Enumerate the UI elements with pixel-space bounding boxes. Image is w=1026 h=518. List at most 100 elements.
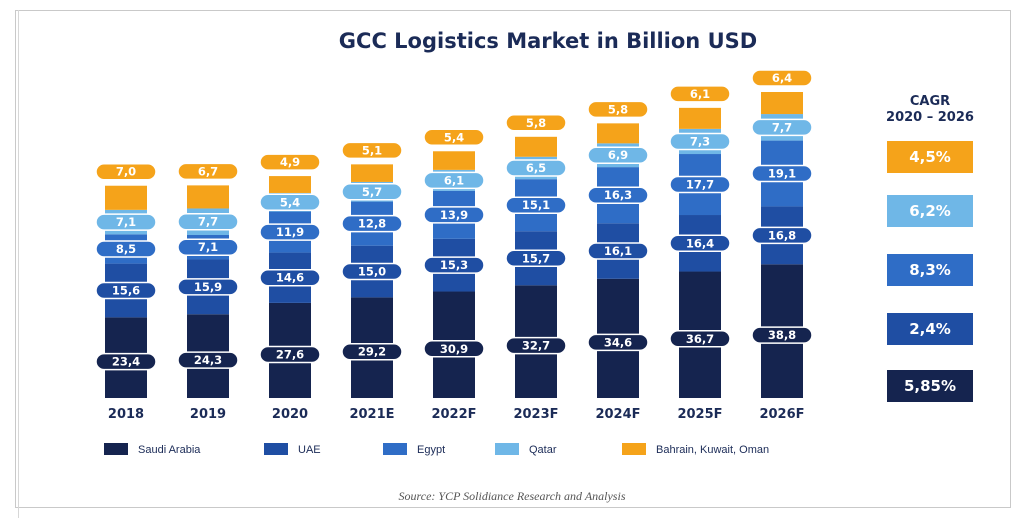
cagr-value: 8,3% (909, 261, 951, 279)
value-pill (505, 159, 567, 177)
value-pill (95, 162, 157, 181)
data-label: 6,9 (608, 148, 628, 162)
legend-swatch (495, 443, 519, 455)
value-pill (751, 118, 813, 137)
cagr-value: 4,5% (909, 148, 951, 166)
x-tick-label: 2025F (677, 407, 722, 422)
value-pill (259, 223, 321, 241)
data-label: 6,7 (198, 164, 218, 178)
x-tick-label: 2018 (108, 407, 144, 422)
value-pill (259, 268, 321, 287)
value-pill (177, 351, 239, 369)
value-pill (669, 132, 731, 151)
cagr-title: CAGR (910, 94, 950, 109)
chart-title: GCC Logistics Market in Billion USD (339, 29, 757, 53)
data-label: 29,2 (358, 345, 386, 359)
value-pill (95, 213, 157, 231)
data-label: 12,8 (358, 217, 386, 231)
data-label: 23,4 (112, 355, 140, 369)
data-label: 6,4 (772, 71, 792, 85)
value-pill (341, 262, 403, 281)
data-label: 6,1 (690, 87, 710, 101)
value-pill (259, 345, 321, 364)
data-label: 7,0 (116, 165, 136, 179)
data-label: 15,7 (522, 251, 550, 265)
data-label: 6,1 (444, 173, 464, 187)
value-pill (423, 128, 485, 147)
value-pill (341, 141, 403, 160)
data-label: 16,8 (768, 228, 796, 242)
legend: Saudi Arabia UAE Egypt Qatar Bahrain, Kuwait… (104, 443, 769, 456)
data-label: 15,0 (358, 265, 386, 279)
value-pill (587, 146, 649, 164)
data-label: 15,3 (440, 258, 468, 272)
data-label: 38,8 (768, 328, 796, 342)
data-label: 5,4 (280, 195, 300, 209)
value-pill (669, 85, 731, 103)
value-pill (669, 330, 731, 348)
legend-label: Egypt (417, 444, 445, 456)
x-tick-label: 2023F (513, 407, 558, 422)
data-label: 7,1 (198, 240, 218, 254)
data-label: 32,7 (522, 339, 550, 353)
data-label: 16,1 (604, 244, 632, 258)
cagr-badge (887, 195, 973, 227)
cagr-period: 2020 – 2026 (886, 110, 974, 125)
data-label: 5,8 (526, 116, 546, 130)
legend-label: UAE (298, 444, 321, 456)
legend-label: Saudi Arabia (138, 444, 201, 456)
data-label: 6,5 (526, 161, 546, 175)
cagr-badge (887, 370, 973, 402)
cagr-value: 6,2% (909, 202, 951, 220)
cagr-value: 5,85% (904, 377, 956, 395)
data-label: 17,7 (686, 178, 714, 192)
value-pill (177, 278, 239, 296)
data-label: 5,7 (362, 185, 382, 199)
cagr-badge (887, 254, 973, 286)
bar-segment (597, 123, 639, 144)
value-pill (423, 171, 485, 190)
value-pill (423, 256, 485, 274)
data-label: 4,9 (280, 155, 300, 169)
legend-swatch (104, 443, 128, 455)
legend-swatch (383, 443, 407, 455)
bar-segment (187, 185, 229, 209)
data-label: 34,6 (604, 335, 632, 349)
cagr-badge (887, 313, 973, 345)
value-pill (669, 234, 731, 253)
data-label: 14,6 (276, 271, 304, 285)
data-label: 36,7 (686, 332, 714, 346)
bar-segment (269, 176, 311, 193)
value-pill (341, 183, 403, 201)
value-pill (751, 69, 813, 87)
value-pill (669, 175, 731, 194)
value-pill (587, 333, 649, 352)
value-pill (177, 212, 239, 231)
data-label: 5,8 (608, 102, 628, 116)
value-pill (95, 281, 157, 300)
value-pill (177, 238, 239, 256)
x-tick-label: 2020 (272, 407, 308, 422)
value-pill (751, 326, 813, 344)
cagr-panel: CAGR 2020 – 2026 4,5% 6,2% 8,3% 2,4% 5,85% (886, 94, 974, 402)
bar-segment (761, 92, 803, 115)
data-label: 15,6 (112, 283, 140, 297)
value-pill (751, 226, 813, 245)
x-tick-label: 2019 (190, 407, 226, 422)
bar-segment (351, 164, 393, 182)
data-label: 11,9 (276, 225, 304, 239)
bar-segment (515, 136, 557, 157)
value-pill (259, 193, 321, 212)
x-axis-labels: 2018 2019 2020 2021E 2022F 2023F 2024F 2025F 202… (108, 407, 805, 422)
cagr-badge (887, 141, 973, 173)
data-label: 16,4 (686, 236, 714, 250)
value-pill (177, 162, 239, 181)
x-tick-label: 2021E (349, 407, 394, 422)
legend-swatch (264, 443, 288, 455)
data-label: 15,1 (522, 198, 550, 212)
value-pill (587, 100, 649, 119)
data-label: 5,1 (362, 143, 382, 157)
source-note: Source: YCP Solidiance Research and Anal… (399, 489, 626, 503)
value-pill (423, 340, 485, 358)
